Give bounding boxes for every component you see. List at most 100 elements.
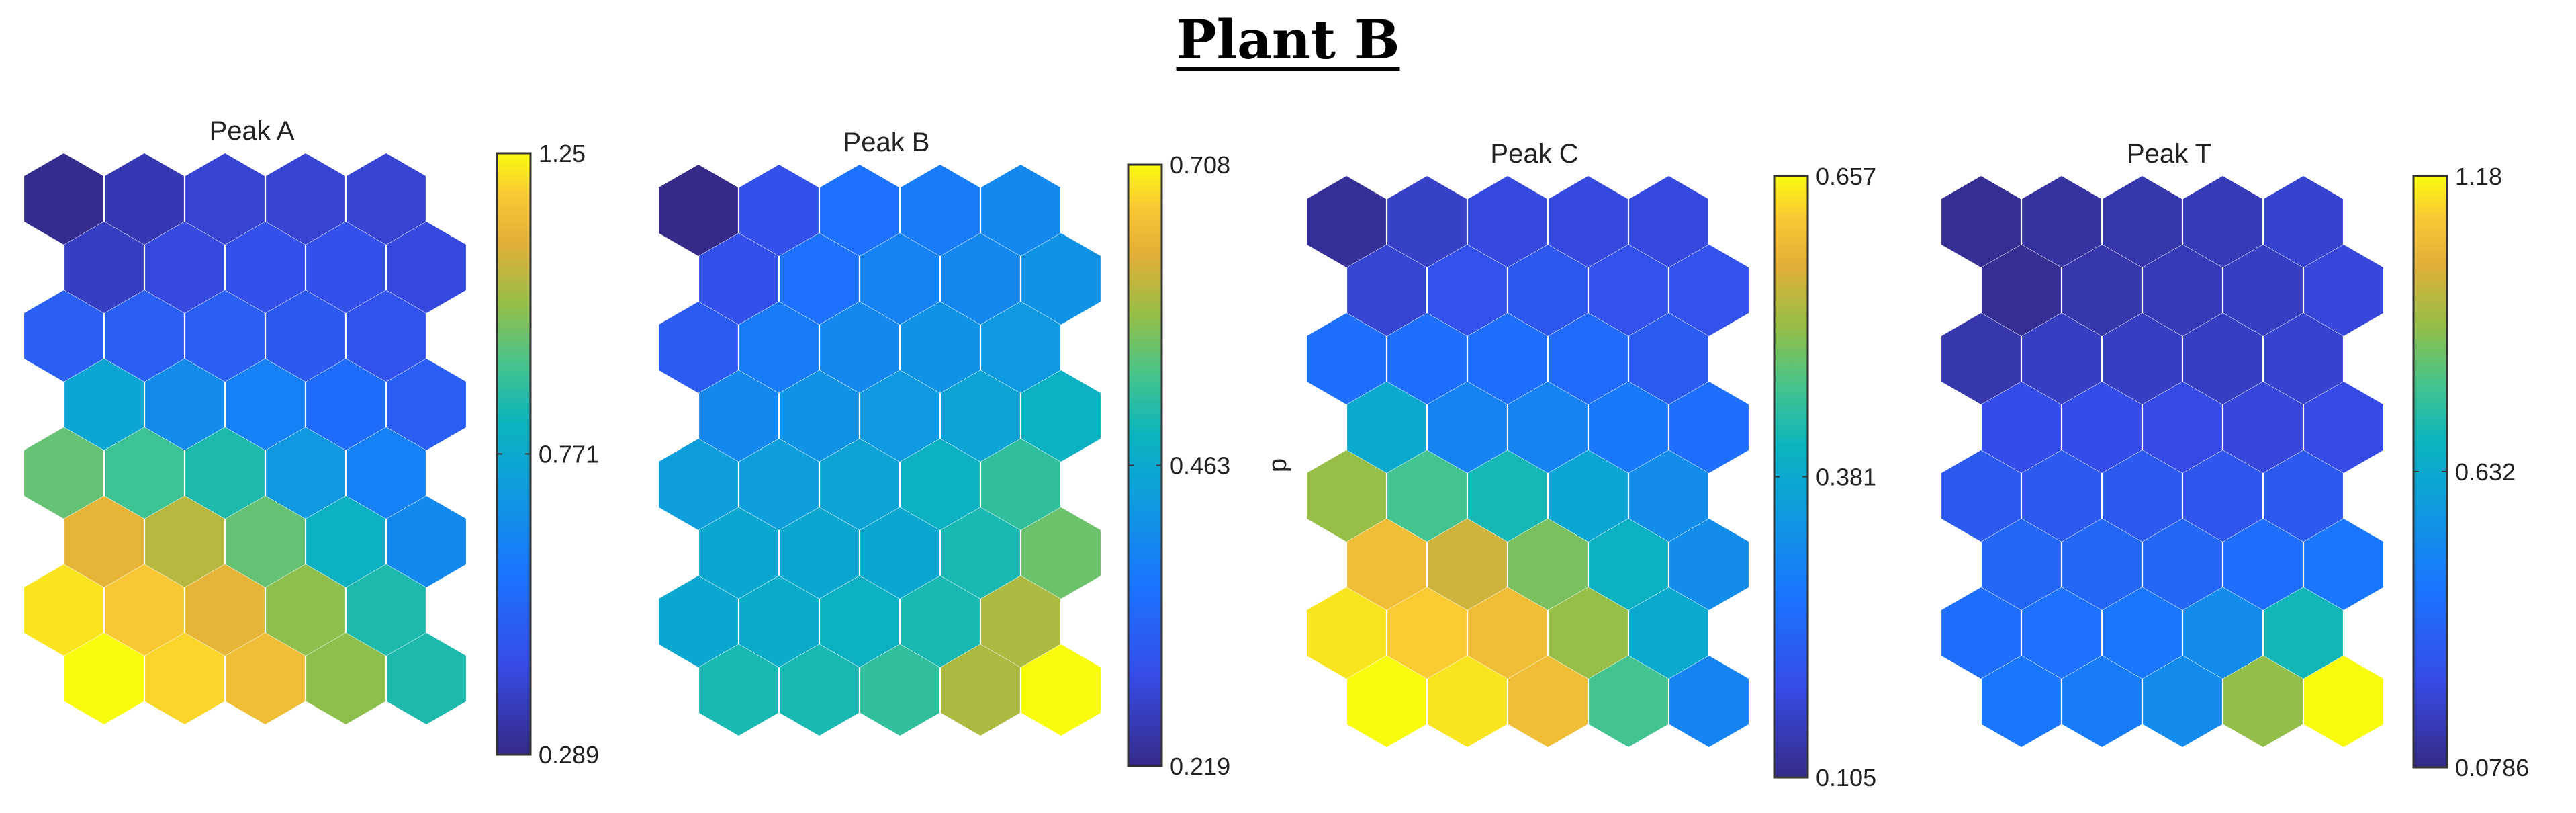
hex-cell: [780, 370, 859, 462]
hex-cell: [2062, 245, 2142, 336]
hex-cell: [1589, 656, 1668, 747]
hex-cell: [24, 427, 103, 519]
hex-cell: [860, 644, 939, 736]
hex-cell: [306, 222, 385, 313]
hex-cell: [145, 222, 224, 313]
hex-cell: [1629, 313, 1708, 404]
hex-cell: [739, 439, 819, 530]
hex-cell: [1387, 450, 1467, 542]
hex-cell: [2103, 176, 2182, 267]
hex-cell: [2223, 656, 2303, 747]
hex-cell: [306, 633, 385, 724]
hex-cell: [739, 302, 819, 393]
hex-cell: [64, 222, 144, 313]
hex-cell: [1428, 245, 1507, 336]
hex-cell: [1982, 382, 2061, 473]
hex-cell: [981, 302, 1060, 393]
hex-cell: [1508, 519, 1588, 610]
colorbar-tick-label: 0.0786: [2455, 754, 2529, 781]
hex-cell: [780, 233, 859, 325]
hex-cell: [347, 427, 426, 519]
hex-cell: [105, 290, 184, 382]
hex-cell: [901, 165, 980, 256]
hex-cell: [24, 564, 103, 656]
hex-cell: [1307, 313, 1386, 404]
hex-cell: [266, 153, 345, 245]
hex-cell: [2223, 519, 2303, 610]
colorbar-tick-label: 0.463: [1170, 452, 1230, 480]
hex-cell: [2143, 656, 2222, 747]
hex-cell: [347, 564, 426, 656]
hex-cell: [2103, 450, 2182, 542]
hex-cell: [185, 427, 265, 519]
hex-cell: [941, 370, 1020, 462]
hex-cell: [941, 644, 1020, 736]
hex-cell: [185, 564, 265, 656]
hex-cell: [1021, 233, 1101, 325]
hex-cell: [185, 153, 265, 245]
hex-cell: [699, 644, 778, 736]
hex-cell: [306, 496, 385, 587]
hex-cell: [699, 507, 778, 599]
hex-cell: [1669, 382, 1749, 473]
hex-cell: [145, 359, 224, 450]
hex-cell: [2022, 313, 2101, 404]
hex-cell: [64, 633, 144, 724]
hex-cell: [981, 439, 1060, 530]
hex-cell: [306, 359, 385, 450]
colorbar-tick-label: 0.105: [1816, 764, 1876, 791]
hex-cell: [2022, 587, 2101, 679]
hex-cell: [266, 564, 345, 656]
hex-cell: [1468, 176, 1547, 267]
hex-cell: [1021, 507, 1101, 599]
hex-cell: [1669, 656, 1749, 747]
hex-cell: [1508, 382, 1588, 473]
heatmap-panel-3: Peak C 0.657 0.381 0.105: [1307, 139, 1876, 791]
hex-cell: [901, 576, 980, 667]
hex-cell: [780, 644, 859, 736]
hex-cell: [2183, 450, 2262, 542]
hex-cell: [1387, 176, 1467, 267]
hex-cell: [105, 564, 184, 656]
hex-cell: [1549, 176, 1628, 267]
colorbar-tick-label: 0.381: [1816, 464, 1876, 491]
hex-cell: [2143, 382, 2222, 473]
hex-cell: [2183, 176, 2262, 267]
hex-cell: [1468, 450, 1547, 542]
hex-cell: [2103, 587, 2182, 679]
hex-cell: [1629, 450, 1708, 542]
hex-cell: [2183, 587, 2262, 679]
hex-cell: [1387, 587, 1467, 679]
hex-cell: [1347, 519, 1426, 610]
colorbar-tick-label: 1.18: [2455, 163, 2502, 190]
hex-cell: [1669, 245, 1749, 336]
hex-cell: [1941, 313, 2021, 404]
hex-cell: [659, 302, 738, 393]
hex-cell: [2062, 382, 2142, 473]
hex-cell: [2022, 450, 2101, 542]
colorbar-tick-label: 0.632: [2455, 458, 2516, 486]
hex-cell: [981, 165, 1060, 256]
hex-cell: [185, 290, 265, 382]
hex-cell: [105, 153, 184, 245]
hex-cell: [347, 153, 426, 245]
heatmap-panel-4: Peak T 1.18 0.632 0.0786: [1941, 139, 2529, 781]
hex-cell: [1549, 587, 1628, 679]
hex-cell: [1347, 245, 1426, 336]
hex-cell: [2143, 245, 2222, 336]
hex-cell: [1589, 245, 1668, 336]
hex-cell: [226, 496, 305, 587]
hex-cell: [780, 507, 859, 599]
hex-cell: [1549, 450, 1628, 542]
hex-cell: [1387, 313, 1467, 404]
hex-cell: [105, 427, 184, 519]
colorbar-tick-label: 0.219: [1170, 753, 1230, 780]
hex-cell: [145, 496, 224, 587]
hex-cell: [659, 576, 738, 667]
hex-cell: [1549, 313, 1628, 404]
hex-cell: [860, 233, 939, 325]
hex-cell: [860, 507, 939, 599]
hex-cell: [2264, 176, 2343, 267]
hex-cell: [24, 153, 103, 245]
hex-cell: [1307, 176, 1386, 267]
